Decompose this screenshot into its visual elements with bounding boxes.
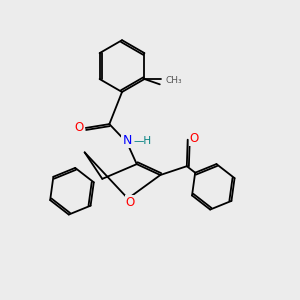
Text: CH₃: CH₃ [166,76,183,85]
Text: N: N [122,134,132,147]
Text: —H: —H [133,136,152,146]
Text: O: O [126,196,135,208]
Text: O: O [190,132,199,145]
Text: O: O [75,122,84,134]
